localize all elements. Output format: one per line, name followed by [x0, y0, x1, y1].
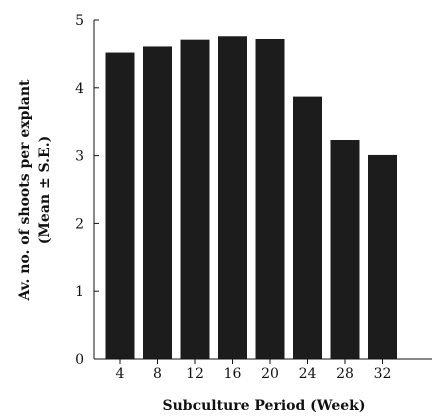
x-tick-label-12: 12 [186, 366, 204, 382]
x-tick-label-16: 16 [224, 366, 242, 382]
x-tick-label-32: 32 [374, 366, 392, 382]
bar-32 [368, 154, 397, 359]
y-axis-title: Av. no. of shoots per explant (Mean ± S.… [17, 79, 53, 302]
x-tick-label-28: 28 [336, 366, 354, 382]
bar-4 [105, 52, 135, 359]
x-tick-label-24: 24 [299, 366, 317, 382]
y-axis-title-line2: (Mean ± S.E.) [37, 136, 53, 244]
bar-24 [293, 96, 322, 359]
y-ticks: 0 1 2 3 4 5 [75, 13, 99, 368]
y-tick-label-5: 5 [75, 13, 84, 29]
y-tick-label-4: 4 [75, 81, 84, 97]
bars [105, 36, 397, 360]
bar-12 [180, 39, 210, 360]
bar-20 [255, 38, 285, 359]
y-tick-label-0: 0 [75, 352, 84, 368]
y-tick-label-3: 3 [75, 149, 84, 165]
y-tick-label-1: 1 [75, 284, 84, 300]
bar-16 [218, 36, 247, 359]
x-ticks: 4 8 12 16 20 24 28 32 [116, 359, 392, 382]
y-tick-label-2: 2 [75, 216, 84, 232]
axes [93, 20, 432, 360]
x-axis-title: Subculture Period (Week) [163, 398, 366, 414]
x-tick-label-8: 8 [153, 366, 162, 382]
y-axis-title-line1: Av. no. of shoots per explant [17, 79, 33, 302]
bar-8 [143, 46, 172, 359]
bar-28 [330, 140, 360, 359]
x-tick-label-20: 20 [261, 366, 279, 382]
x-tick-label-4: 4 [116, 366, 125, 382]
